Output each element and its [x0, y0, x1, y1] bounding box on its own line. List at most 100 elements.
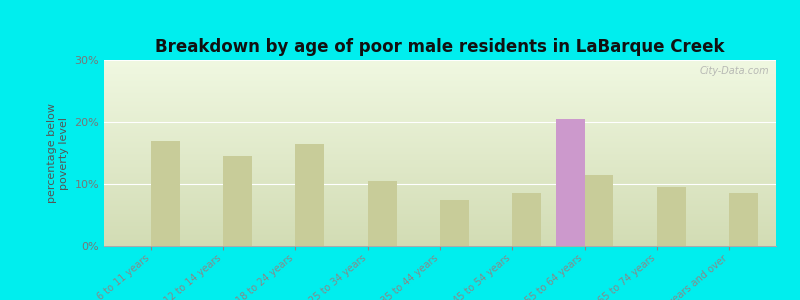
Bar: [104, 208, 776, 209]
Bar: [104, 149, 776, 151]
Bar: [104, 108, 776, 110]
Bar: [104, 72, 776, 74]
Bar: [556, 119, 585, 246]
Bar: [104, 157, 776, 158]
Bar: [104, 195, 776, 196]
Bar: [104, 232, 776, 234]
Bar: [368, 181, 397, 246]
Bar: [104, 191, 776, 193]
Bar: [104, 224, 776, 225]
Bar: [104, 159, 776, 160]
Bar: [104, 201, 776, 202]
Bar: [104, 124, 776, 126]
Bar: [104, 155, 776, 157]
Bar: [657, 187, 686, 246]
Bar: [104, 136, 776, 137]
Bar: [104, 154, 776, 155]
Bar: [104, 80, 776, 81]
Bar: [104, 204, 776, 205]
Bar: [151, 141, 180, 246]
Bar: [104, 209, 776, 210]
Bar: [104, 68, 776, 69]
Bar: [104, 244, 776, 245]
Bar: [104, 200, 776, 201]
Bar: [104, 158, 776, 159]
Bar: [104, 211, 776, 212]
Bar: [104, 91, 776, 92]
Bar: [104, 129, 776, 131]
Bar: [104, 189, 776, 190]
Bar: [104, 237, 776, 238]
Bar: [104, 216, 776, 217]
Bar: [104, 131, 776, 132]
Bar: [104, 81, 776, 82]
Bar: [440, 200, 469, 246]
Bar: [104, 163, 776, 164]
Bar: [104, 92, 776, 94]
Bar: [104, 66, 776, 68]
Bar: [104, 103, 776, 105]
Bar: [104, 107, 776, 108]
Bar: [104, 178, 776, 179]
Bar: [104, 162, 776, 163]
Bar: [104, 144, 776, 145]
Text: City-Data.com: City-Data.com: [700, 66, 770, 76]
Bar: [104, 98, 776, 100]
Bar: [104, 219, 776, 220]
Bar: [104, 184, 776, 185]
Bar: [104, 82, 776, 84]
Bar: [104, 235, 776, 236]
Bar: [104, 193, 776, 194]
Bar: [104, 116, 776, 117]
Bar: [104, 220, 776, 221]
Bar: [104, 230, 776, 231]
Bar: [104, 132, 776, 133]
Bar: [104, 84, 776, 85]
Bar: [104, 234, 776, 235]
Bar: [729, 193, 758, 246]
Bar: [104, 179, 776, 180]
Bar: [104, 105, 776, 106]
Bar: [104, 202, 776, 204]
Bar: [104, 210, 776, 211]
Bar: [104, 153, 776, 154]
Bar: [104, 102, 776, 104]
Title: Breakdown by age of poor male residents in LaBarque Creek: Breakdown by age of poor male residents …: [155, 38, 725, 56]
Bar: [104, 110, 776, 111]
Bar: [104, 112, 776, 113]
Bar: [104, 62, 776, 64]
Bar: [104, 240, 776, 241]
Bar: [104, 183, 776, 184]
Bar: [104, 174, 776, 175]
Bar: [104, 60, 776, 61]
Bar: [104, 175, 776, 177]
Bar: [104, 169, 776, 170]
Bar: [104, 137, 776, 138]
Bar: [104, 151, 776, 152]
Bar: [104, 128, 776, 129]
Bar: [104, 212, 776, 214]
Bar: [104, 245, 776, 246]
Bar: [104, 134, 776, 136]
Bar: [295, 144, 324, 246]
Bar: [104, 133, 776, 134]
Bar: [104, 115, 776, 116]
Bar: [104, 170, 776, 172]
Bar: [104, 225, 776, 226]
Bar: [104, 79, 776, 80]
Bar: [104, 141, 776, 142]
Bar: [104, 167, 776, 168]
Bar: [104, 177, 776, 178]
Bar: [104, 229, 776, 230]
Bar: [104, 231, 776, 232]
Bar: [104, 227, 776, 229]
Bar: [104, 64, 776, 65]
Bar: [104, 111, 776, 112]
Bar: [104, 123, 776, 124]
Bar: [104, 190, 776, 191]
Bar: [104, 241, 776, 242]
Bar: [104, 206, 776, 208]
Bar: [104, 205, 776, 206]
Bar: [104, 199, 776, 200]
Bar: [104, 118, 776, 119]
